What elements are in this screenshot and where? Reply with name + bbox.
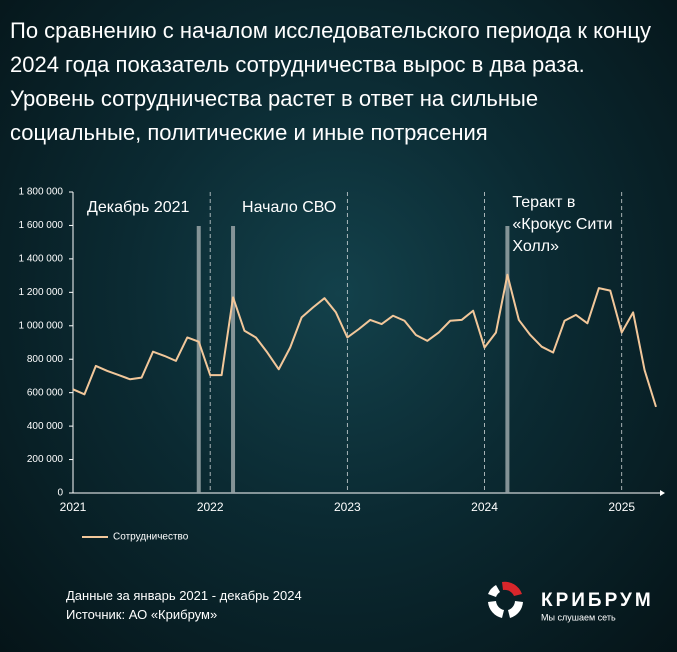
y-tick-label: 800 000 xyxy=(27,354,64,365)
y-tick-label: 600 000 xyxy=(27,387,64,398)
x-tick-label: 2024 xyxy=(471,500,498,514)
footnote: Источник: АО «Крибрум» xyxy=(66,607,218,622)
annotation: Декабрь 2021 xyxy=(87,199,190,216)
y-tick-label: 1 800 000 xyxy=(19,187,64,198)
x-axis-arrow xyxy=(660,490,665,496)
y-tick-label: 0 xyxy=(57,488,63,499)
x-tick-label: 2025 xyxy=(608,500,635,514)
event-bar xyxy=(231,226,236,493)
chart-title: По сравнению с началом исследовательског… xyxy=(10,18,651,145)
y-tick-label: 1 000 000 xyxy=(19,320,64,331)
event-bar xyxy=(505,226,510,493)
logo-icon xyxy=(488,581,523,618)
x-tick-label: 2023 xyxy=(334,500,361,514)
y-tick-label: 1 200 000 xyxy=(19,287,64,298)
event-bar xyxy=(196,226,201,493)
y-tick-label: 200 000 xyxy=(27,454,64,465)
annotation: Теракт в «Крокус Сити Холл» xyxy=(512,194,613,255)
y-tick-label: 1 400 000 xyxy=(19,254,64,265)
legend-label: Сотрудничество xyxy=(113,532,189,543)
y-tick-label: 400 000 xyxy=(27,421,64,432)
footnote: Данные за январь 2021 - декабрь 2024 xyxy=(66,588,302,603)
logo-name: КРИБРУМ xyxy=(541,590,654,611)
annotation: Начало СВО xyxy=(242,199,337,216)
x-tick-label: 2021 xyxy=(60,500,87,514)
logo-slogan: Мы слушаем сеть xyxy=(541,612,616,622)
y-tick-label: 1 600 000 xyxy=(19,220,64,231)
x-tick-label: 2022 xyxy=(197,500,224,514)
data-line xyxy=(72,273,657,408)
